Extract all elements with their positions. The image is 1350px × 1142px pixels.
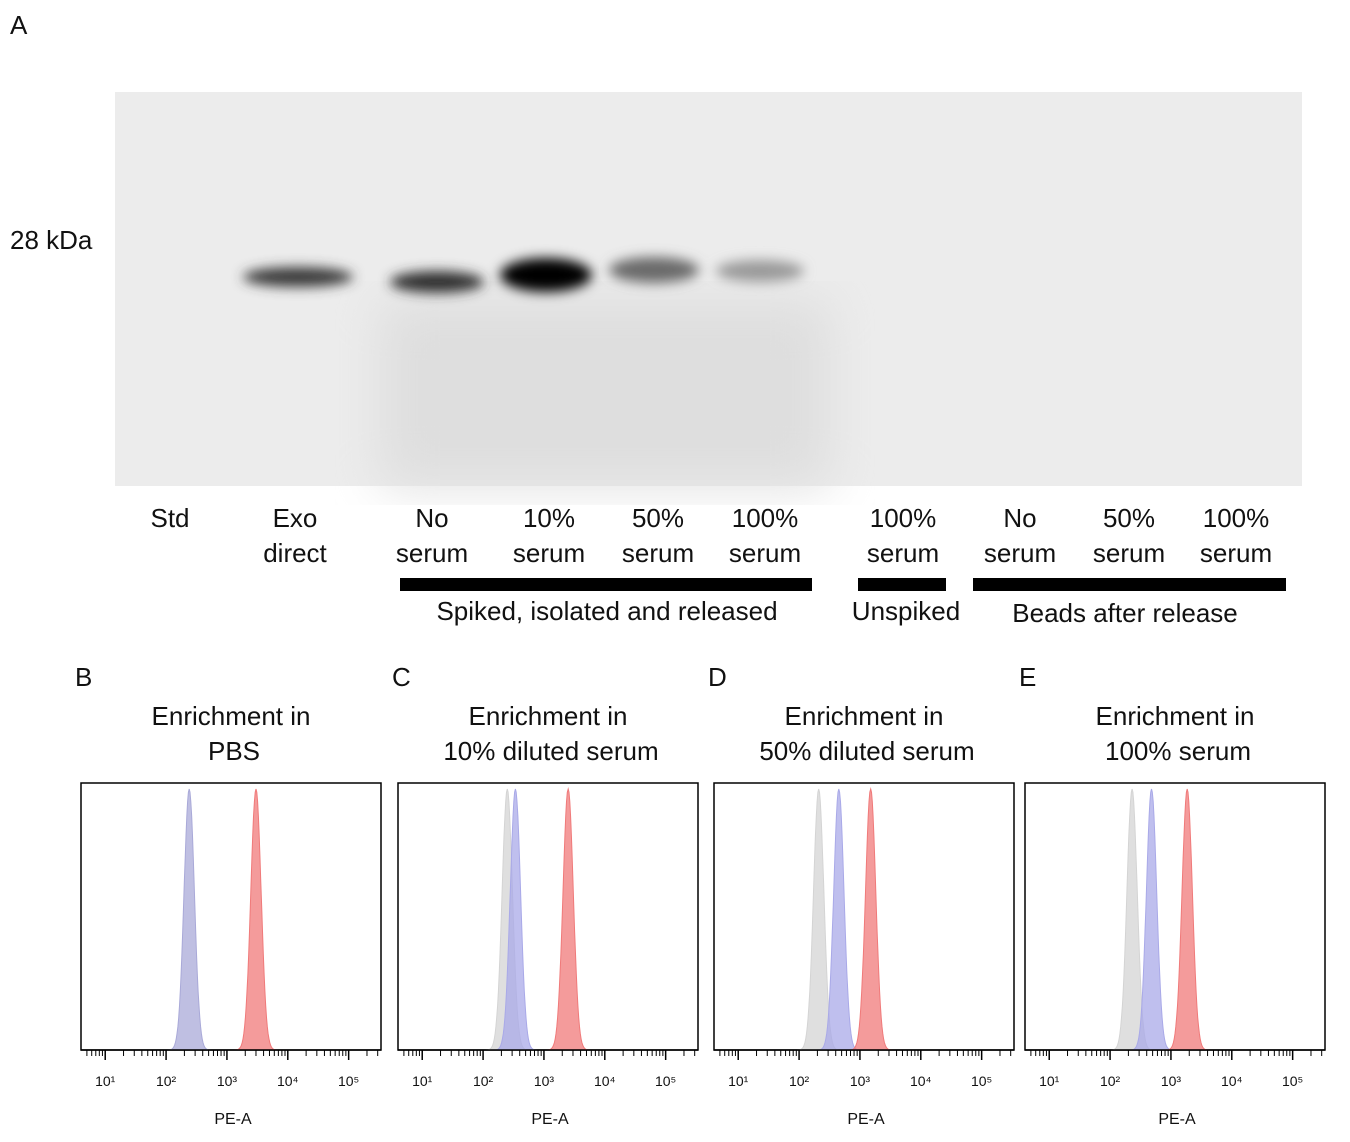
lane-label: serum bbox=[1093, 538, 1165, 568]
group-bar bbox=[858, 578, 946, 591]
band bbox=[243, 267, 353, 287]
x-axis-label: PE-A bbox=[214, 1111, 252, 1128]
x-tick-label: 10⁵ bbox=[338, 1073, 359, 1089]
panel-letter: E bbox=[1019, 662, 1036, 692]
x-tick-label: 10¹ bbox=[1039, 1073, 1060, 1089]
histogram-peak bbox=[491, 788, 540, 1051]
group-label: Unspiked bbox=[852, 596, 960, 626]
lane-label: 50% bbox=[632, 503, 684, 533]
lane-label: No bbox=[1003, 503, 1036, 533]
lane-label: serum bbox=[867, 538, 939, 568]
lane-label: 100% bbox=[732, 503, 799, 533]
x-tick-label: 10³ bbox=[850, 1073, 871, 1089]
lane-label: 10% bbox=[523, 503, 575, 533]
band bbox=[390, 271, 484, 293]
chart-title: 10% diluted serum bbox=[443, 736, 658, 766]
lane-label: serum bbox=[729, 538, 801, 568]
lane-label: 50% bbox=[1103, 503, 1155, 533]
lane-label: 100% bbox=[1203, 503, 1270, 533]
group-bar bbox=[400, 578, 812, 591]
plot-frame bbox=[1024, 782, 1326, 1051]
panel-letter: A bbox=[10, 10, 28, 40]
chart-title: Enrichment in bbox=[469, 701, 628, 731]
histogram-peak bbox=[1127, 788, 1176, 1051]
histogram-peak bbox=[1162, 788, 1212, 1051]
group-bar bbox=[973, 578, 1286, 591]
x-tick-label: 10² bbox=[156, 1073, 177, 1089]
group-label: Beads after release bbox=[1012, 598, 1237, 628]
lane-label: serum bbox=[622, 538, 694, 568]
plot-frame bbox=[397, 782, 699, 1051]
x-tick-label: 10⁴ bbox=[277, 1073, 299, 1089]
band bbox=[609, 257, 699, 283]
x-tick-label: 10⁴ bbox=[910, 1073, 932, 1089]
band bbox=[500, 258, 592, 292]
x-tick-label: 10¹ bbox=[728, 1073, 749, 1089]
histogram-peak bbox=[231, 788, 281, 1051]
x-tick-label: 10⁵ bbox=[1282, 1073, 1303, 1089]
x-axis-label: PE-A bbox=[1158, 1111, 1196, 1128]
histogram-peak bbox=[846, 787, 895, 1051]
chart-title: Enrichment in bbox=[152, 701, 311, 731]
panel-letter: C bbox=[392, 662, 411, 692]
lane-label: Std bbox=[150, 503, 189, 533]
x-tick-label: 10¹ bbox=[412, 1073, 433, 1089]
x-tick-label: 10³ bbox=[217, 1073, 238, 1089]
x-tick-label: 10⁴ bbox=[1221, 1073, 1243, 1089]
x-tick-label: 10² bbox=[1100, 1073, 1121, 1089]
x-tick-label: 10⁴ bbox=[594, 1073, 616, 1089]
lane-label: serum bbox=[513, 538, 585, 568]
blot-shade bbox=[380, 300, 830, 486]
chart-title: PBS bbox=[208, 736, 260, 766]
x-tick-label: 10⁵ bbox=[655, 1073, 676, 1089]
chart-title: 100% serum bbox=[1105, 736, 1251, 766]
x-axis-label: PE-A bbox=[531, 1111, 569, 1128]
x-tick-label: 10¹ bbox=[95, 1073, 116, 1089]
group-label: Spiked, isolated and released bbox=[436, 596, 777, 626]
plot-frame bbox=[80, 782, 382, 1051]
chart-title: Enrichment in bbox=[1096, 701, 1255, 731]
lane-label: direct bbox=[263, 538, 327, 568]
lane-label: Exo bbox=[273, 503, 318, 533]
lane-label: serum bbox=[1200, 538, 1272, 568]
lane-label: serum bbox=[396, 538, 468, 568]
chart-title: Enrichment in bbox=[785, 701, 944, 731]
x-tick-label: 10² bbox=[789, 1073, 810, 1089]
histogram-peak bbox=[543, 787, 593, 1051]
x-axis-label: PE-A bbox=[847, 1111, 885, 1128]
x-tick-label: 10³ bbox=[534, 1073, 555, 1089]
lane-label: serum bbox=[984, 538, 1056, 568]
panel-letter: B bbox=[75, 662, 92, 692]
band bbox=[716, 260, 804, 282]
x-tick-label: 10³ bbox=[1161, 1073, 1182, 1089]
lane-label: 100% bbox=[870, 503, 937, 533]
lane-label: No bbox=[415, 503, 448, 533]
chart-title: 50% diluted serum bbox=[759, 736, 974, 766]
marker-label: 28 kDa bbox=[10, 225, 93, 255]
x-tick-label: 10⁵ bbox=[971, 1073, 992, 1089]
x-tick-label: 10² bbox=[473, 1073, 494, 1089]
panel-letter: D bbox=[708, 662, 727, 692]
histogram-peak bbox=[164, 788, 214, 1051]
bands bbox=[243, 257, 804, 293]
